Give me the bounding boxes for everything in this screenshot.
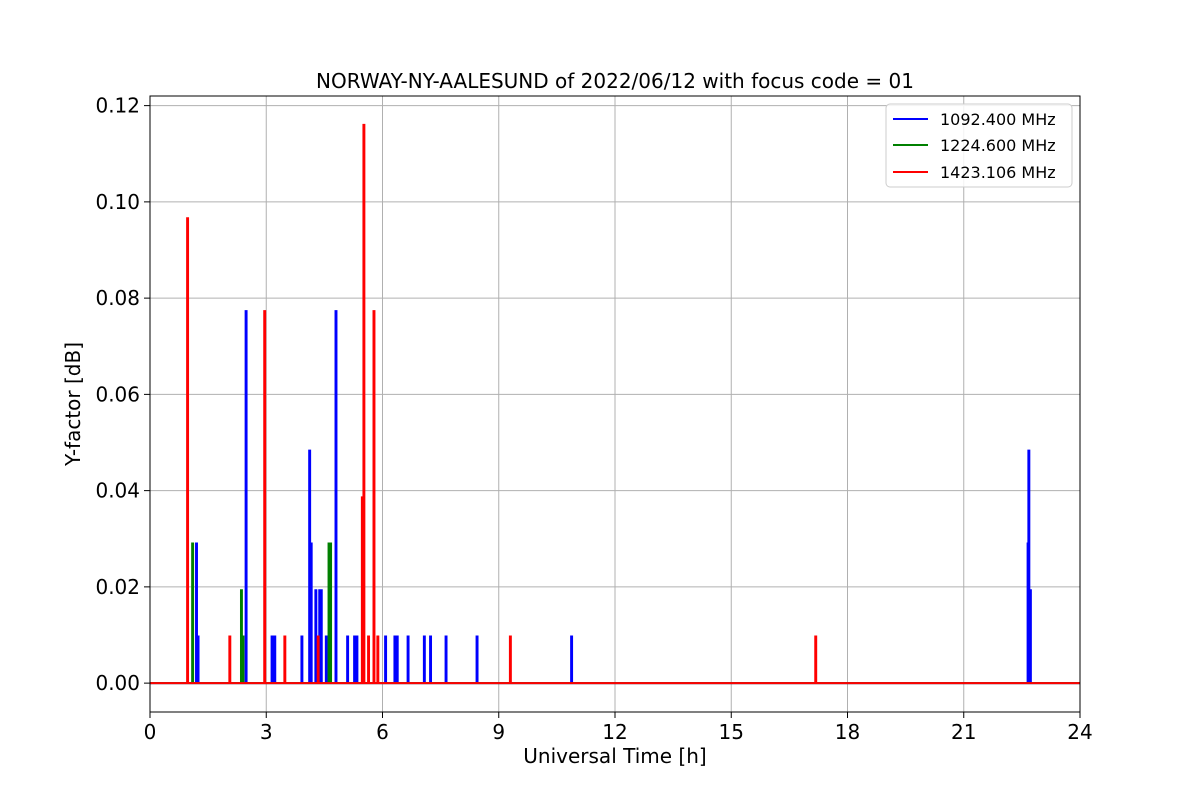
x-tick-label: 15 bbox=[719, 720, 744, 744]
x-tick-label: 24 bbox=[1067, 720, 1092, 744]
y-tick-label: 0.06 bbox=[95, 382, 140, 406]
y-axis-label: Y-factor [dB] bbox=[61, 342, 85, 467]
y-tick-label: 0.10 bbox=[95, 190, 140, 214]
y-tick-label: 0.12 bbox=[95, 94, 140, 118]
y-tick-label: 0.02 bbox=[95, 575, 140, 599]
chart-title: NORWAY-NY-AALESUND of 2022/06/12 with fo… bbox=[316, 69, 914, 93]
y-tick-label: 0.08 bbox=[95, 286, 140, 310]
x-tick-label: 18 bbox=[835, 720, 860, 744]
x-tick-label: 6 bbox=[376, 720, 389, 744]
legend: 1092.400 MHz 1224.600 MHz 1423.106 MHz bbox=[885, 103, 1073, 188]
x-tick-label: 0 bbox=[144, 720, 157, 744]
x-tick-label: 3 bbox=[260, 720, 273, 744]
legend-label-1224: 1224.600 MHz bbox=[940, 136, 1056, 155]
y-tick-label: 0.04 bbox=[95, 479, 140, 503]
legend-label-1423: 1423.106 MHz bbox=[940, 163, 1056, 182]
legend-label-1092: 1092.400 MHz bbox=[940, 110, 1056, 129]
y-tick-label: 0.00 bbox=[95, 671, 140, 695]
x-tick-label: 21 bbox=[951, 720, 976, 744]
x-axis: 0 3 6 9 12 15 18 21 24 bbox=[144, 712, 1093, 744]
x-tick-label: 9 bbox=[492, 720, 505, 744]
x-axis-label: Universal Time [h] bbox=[523, 744, 706, 768]
plot-series bbox=[150, 123, 1080, 685]
x-tick-label: 12 bbox=[602, 720, 627, 744]
y-axis: 0.00 0.02 0.04 0.06 0.08 0.10 0.12 bbox=[95, 94, 150, 695]
legend-box bbox=[885, 103, 1073, 188]
